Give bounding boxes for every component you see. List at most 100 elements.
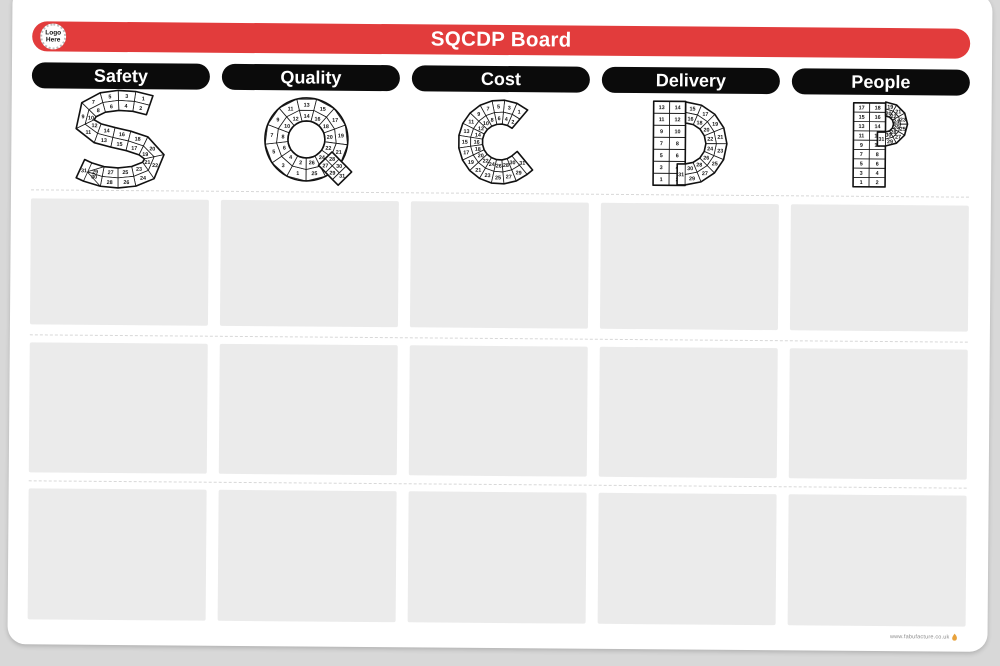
footer-logo-icon [952, 633, 957, 641]
svg-text:25: 25 [900, 127, 906, 133]
svg-text:29: 29 [887, 139, 893, 145]
svg-text:15: 15 [859, 115, 865, 121]
svg-text:30: 30 [336, 164, 342, 170]
note-panel-safety-row3 [27, 488, 207, 621]
svg-text:23: 23 [136, 167, 142, 173]
column-header-label: Quality [280, 67, 342, 88]
svg-text:14: 14 [304, 114, 310, 120]
svg-text:24: 24 [319, 155, 325, 161]
note-panel-delivery-row3 [597, 492, 777, 626]
svg-text:9: 9 [81, 114, 84, 120]
svg-text:2: 2 [299, 160, 302, 166]
svg-text:16: 16 [875, 115, 881, 121]
svg-text:14: 14 [675, 105, 681, 111]
letter-calendars-row: 1 2 3 4 5 6 7 8 9 10 11 12 13 14 15 16 17 18 19 20 21 22 23 24 2… [31, 89, 970, 193]
svg-text:16: 16 [474, 140, 480, 146]
svg-text:23: 23 [484, 173, 490, 179]
column-header-label: Delivery [655, 70, 726, 91]
svg-text:4: 4 [876, 171, 879, 177]
svg-text:3: 3 [508, 105, 511, 111]
svg-text:21: 21 [895, 109, 901, 115]
svg-text:9: 9 [276, 117, 279, 123]
svg-text:26: 26 [703, 155, 709, 161]
column-header-people: People [791, 68, 970, 96]
svg-text:19: 19 [887, 105, 893, 111]
svg-text:14: 14 [874, 124, 880, 130]
svg-text:4: 4 [505, 117, 508, 123]
svg-text:22: 22 [707, 137, 713, 143]
letter-d-day-grid: 1234567891011121314151617181920212223242… [652, 100, 728, 187]
title-bar: SQCDP Board Logo Here [32, 21, 971, 59]
svg-text:9: 9 [860, 143, 863, 149]
svg-text:13: 13 [463, 129, 469, 135]
svg-text:23: 23 [717, 149, 723, 155]
svg-text:30: 30 [687, 166, 693, 172]
svg-text:1: 1 [860, 180, 863, 186]
svg-text:30: 30 [509, 160, 515, 166]
svg-text:9: 9 [660, 129, 663, 135]
svg-text:7: 7 [270, 133, 273, 139]
svg-text:28: 28 [107, 180, 113, 186]
svg-text:11: 11 [659, 117, 665, 123]
letter-calendar-p: 1234567891011121314151617181920212223242… [791, 96, 970, 193]
column-header-quality: Quality [221, 63, 400, 92]
column-header-label: Safety [93, 65, 148, 87]
letter-calendar-s: 1 2 3 4 5 6 7 8 9 10 11 12 13 14 15 16 17 18 19 20 21 22 23 24 2… [31, 89, 210, 189]
svg-text:29: 29 [92, 169, 98, 175]
svg-text:1: 1 [296, 171, 299, 177]
svg-text:10: 10 [674, 129, 680, 135]
svg-text:24: 24 [707, 146, 713, 152]
svg-text:10: 10 [284, 124, 290, 130]
svg-text:27: 27 [702, 171, 708, 177]
svg-text:5: 5 [497, 104, 500, 110]
svg-text:11: 11 [85, 130, 91, 136]
svg-text:15: 15 [690, 106, 696, 112]
note-panel-quality-row3 [217, 489, 397, 623]
svg-text:17: 17 [131, 146, 137, 152]
svg-text:4: 4 [125, 104, 128, 110]
note-panel-row-2 [28, 342, 968, 480]
letter-calendar-q: 1234567891011121314151617181920212223242… [221, 92, 400, 189]
svg-text:8: 8 [491, 118, 494, 124]
svg-text:26: 26 [893, 125, 899, 131]
svg-text:25: 25 [311, 171, 317, 177]
svg-text:24: 24 [893, 119, 899, 125]
svg-text:7: 7 [860, 152, 863, 158]
note-panel-safety-row1 [29, 198, 209, 326]
svg-text:21: 21 [336, 150, 342, 156]
svg-text:5: 5 [272, 149, 275, 155]
svg-text:26: 26 [123, 180, 129, 186]
note-panel-people-row2 [788, 348, 968, 480]
svg-text:6: 6 [110, 104, 113, 110]
note-panel-cost-row3 [407, 491, 587, 624]
svg-text:20: 20 [703, 127, 709, 133]
svg-text:20: 20 [885, 111, 891, 117]
svg-text:22: 22 [483, 158, 489, 164]
svg-text:8: 8 [676, 141, 679, 147]
svg-text:26: 26 [309, 160, 315, 166]
svg-text:30: 30 [885, 133, 891, 139]
svg-text:25: 25 [122, 170, 128, 176]
svg-text:1: 1 [660, 177, 663, 183]
svg-text:5: 5 [860, 161, 863, 167]
row-divider [29, 334, 968, 343]
note-panel-quality-row1 [219, 199, 399, 328]
svg-text:10: 10 [483, 121, 489, 127]
svg-text:19: 19 [712, 122, 718, 128]
footer: www.fabufacture.co.uk [890, 633, 958, 642]
svg-text:21: 21 [144, 160, 150, 166]
svg-text:7: 7 [92, 100, 95, 106]
svg-text:12: 12 [91, 123, 97, 129]
svg-text:22: 22 [890, 114, 896, 120]
svg-text:31: 31 [878, 137, 884, 143]
svg-text:16: 16 [687, 117, 693, 123]
svg-text:20: 20 [478, 153, 484, 159]
svg-text:30: 30 [91, 174, 97, 180]
svg-text:18: 18 [323, 124, 329, 130]
svg-text:2: 2 [876, 180, 879, 186]
svg-text:6: 6 [876, 161, 879, 167]
svg-text:6: 6 [676, 153, 679, 159]
column-header-label: People [851, 71, 911, 93]
